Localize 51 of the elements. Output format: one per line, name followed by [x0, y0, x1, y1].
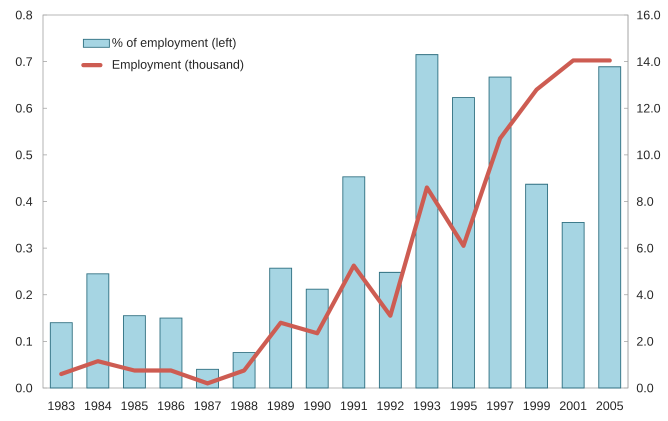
y-tick-label: 0.0: [16, 384, 32, 392]
x-tick-label: 1999: [524, 401, 550, 410]
x-tick-label: 2005: [596, 401, 624, 410]
y-tick-label: 0.1: [16, 336, 32, 346]
y-tick-label: 0.7: [16, 57, 32, 66]
x-tick-label: 1992: [377, 401, 404, 410]
y2-tick-label: 0.0: [636, 384, 654, 392]
x-tick-label: 1989: [268, 401, 294, 410]
x-tick-label: 1993: [414, 401, 440, 410]
y-tick-label: 0.4: [16, 197, 32, 206]
x-tick-label: 1985: [122, 401, 148, 410]
bar: [415, 54, 438, 388]
y2-tick-label: 16.0: [637, 10, 660, 20]
y-tick-label: 0.5: [16, 150, 32, 160]
bar: [160, 318, 182, 388]
y-tick-label: 0.6: [16, 104, 32, 113]
y2-tick-label: 4.0: [636, 290, 654, 300]
y2-tick-label: 12.0: [637, 104, 660, 113]
bar: [122, 315, 146, 388]
x-tick-label: 1986: [158, 401, 184, 410]
x-tick-label: 1983: [48, 401, 75, 410]
y-tick-label: 0.2: [16, 290, 32, 300]
bar: [50, 322, 73, 388]
y2-tick-label: 6.0: [636, 244, 654, 253]
y2-tick-label: 2.0: [636, 336, 654, 346]
bar: [562, 222, 585, 388]
x-tick-label: 1991: [340, 401, 368, 410]
x-tick-label: 1997: [487, 401, 514, 410]
bar: [378, 272, 402, 388]
bar: [269, 268, 292, 388]
x-tick-label: 2001: [560, 401, 586, 410]
x-tick-label: 1987: [194, 401, 221, 410]
legend-label: % of employment (left): [112, 38, 236, 50]
bar: [525, 184, 548, 388]
y-tick-label: 0.3: [16, 244, 32, 253]
x-tick-label: 1995: [450, 401, 477, 410]
y-tick-label: 0.8: [16, 10, 32, 20]
x-tick-label: 1988: [231, 401, 258, 410]
y2-tick-label: 8.0: [636, 197, 654, 206]
bar: [452, 97, 475, 388]
bar: [342, 176, 366, 388]
y2-tick-label: 10.0: [637, 150, 660, 160]
bar: [306, 288, 329, 388]
x-tick-label: 1990: [304, 401, 331, 410]
bar: [598, 66, 622, 388]
legend-label: Employment (thousand): [112, 60, 244, 72]
x-tick-label: 1984: [84, 401, 112, 410]
line-series: [59, 58, 612, 386]
bar: [86, 273, 110, 388]
y2-tick-label: 14.0: [637, 57, 660, 66]
bar: [488, 76, 512, 388]
